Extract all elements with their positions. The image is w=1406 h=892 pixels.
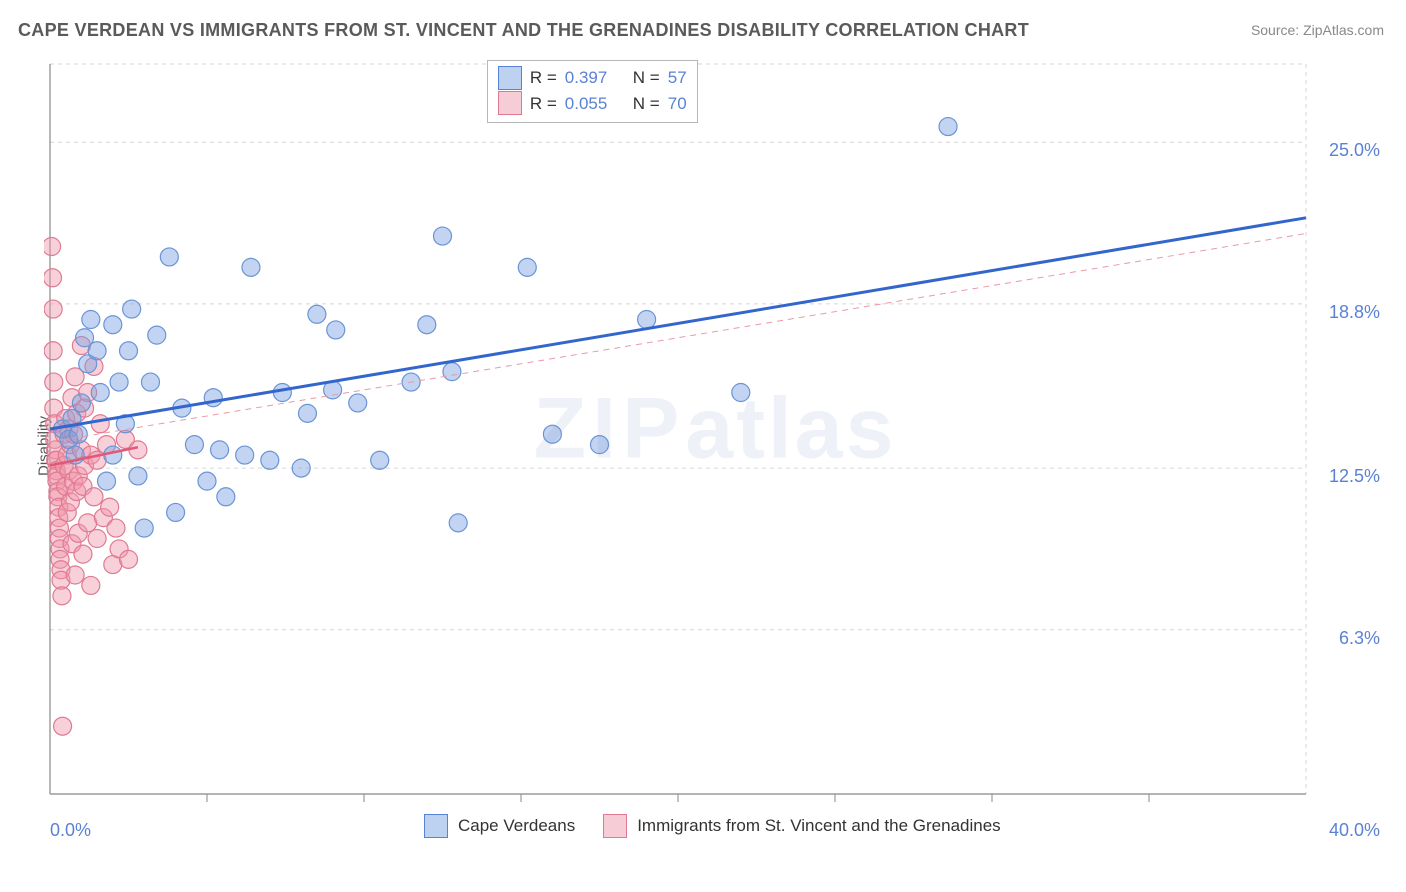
y-tick: 6.3% xyxy=(1339,628,1380,649)
source-attribution: Source: ZipAtlas.com xyxy=(1251,22,1384,38)
scatter-plot: ZIPatlas R =0.397N =57R =0.055N =70 Cape… xyxy=(44,54,1386,836)
legend-series: Cape Verdeans Immigrants from St. Vincent… xyxy=(424,814,1019,838)
legend-swatch xyxy=(498,91,522,115)
chart-title: CAPE VERDEAN VS IMMIGRANTS FROM ST. VINC… xyxy=(18,20,1029,41)
legend-row: R =0.397N =57 xyxy=(498,65,687,91)
y-tick: 18.8% xyxy=(1329,302,1380,323)
x-tick: 0.0% xyxy=(50,820,91,841)
y-tick: 25.0% xyxy=(1329,140,1380,161)
legend-row: R =0.055N =70 xyxy=(498,91,687,117)
legend-label: Immigrants from St. Vincent and the Gren… xyxy=(637,816,1000,836)
x-tick: 40.0% xyxy=(1329,820,1380,841)
legend-swatch xyxy=(424,814,448,838)
legend-swatch xyxy=(603,814,627,838)
legend-swatch xyxy=(498,66,522,90)
plot-svg xyxy=(44,54,1386,836)
legend-correlation: R =0.397N =57R =0.055N =70 xyxy=(487,60,698,123)
legend-label: Cape Verdeans xyxy=(458,816,575,836)
y-tick: 12.5% xyxy=(1329,466,1380,487)
